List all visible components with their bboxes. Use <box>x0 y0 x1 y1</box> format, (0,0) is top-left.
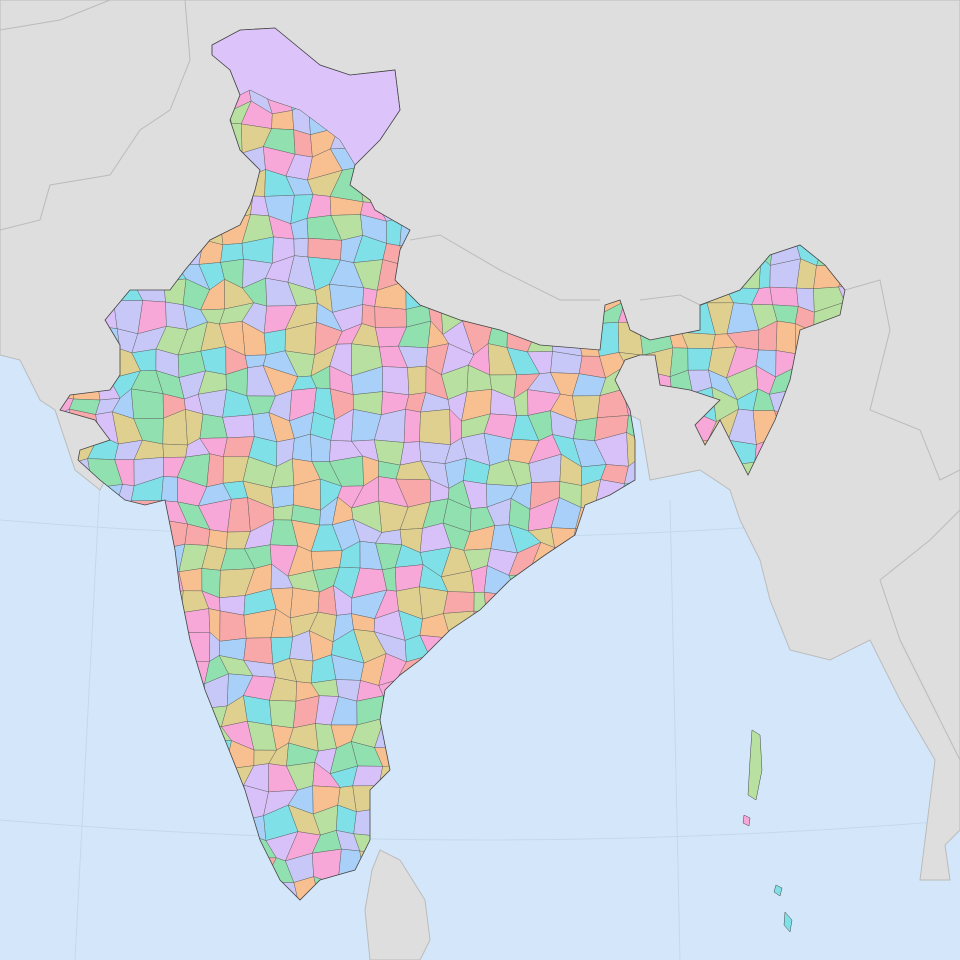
district <box>307 237 342 261</box>
district <box>222 414 255 439</box>
border <box>409 234 600 301</box>
district <box>382 366 410 396</box>
graticule-line <box>669 499 681 960</box>
district <box>775 320 797 354</box>
border <box>844 279 960 481</box>
graticule-line <box>0 819 960 841</box>
district <box>403 409 421 443</box>
district <box>263 329 286 356</box>
district <box>838 282 845 310</box>
district <box>769 286 799 307</box>
district <box>269 700 297 729</box>
district <box>443 591 475 614</box>
district <box>243 695 272 726</box>
district <box>161 476 178 503</box>
sri-lanka <box>364 849 431 960</box>
island <box>783 911 793 933</box>
border <box>639 294 701 306</box>
district <box>572 417 598 442</box>
district <box>130 388 164 420</box>
district <box>407 365 427 396</box>
district <box>227 497 251 533</box>
island <box>742 814 751 827</box>
district <box>178 568 203 592</box>
border <box>0 0 111 31</box>
neighbor-land <box>0 0 960 881</box>
district <box>271 485 295 509</box>
district <box>292 433 313 462</box>
district <box>293 237 309 258</box>
border <box>0 0 191 231</box>
district <box>419 408 451 446</box>
district <box>271 110 294 130</box>
district <box>374 306 407 328</box>
islands <box>742 729 793 933</box>
district <box>572 395 601 422</box>
graticule-line <box>74 479 101 960</box>
district <box>687 347 713 371</box>
border <box>879 509 960 761</box>
island <box>747 729 763 801</box>
district <box>243 637 274 665</box>
district <box>219 610 247 642</box>
island <box>773 884 783 897</box>
country-borders <box>0 0 960 761</box>
district <box>162 443 188 458</box>
